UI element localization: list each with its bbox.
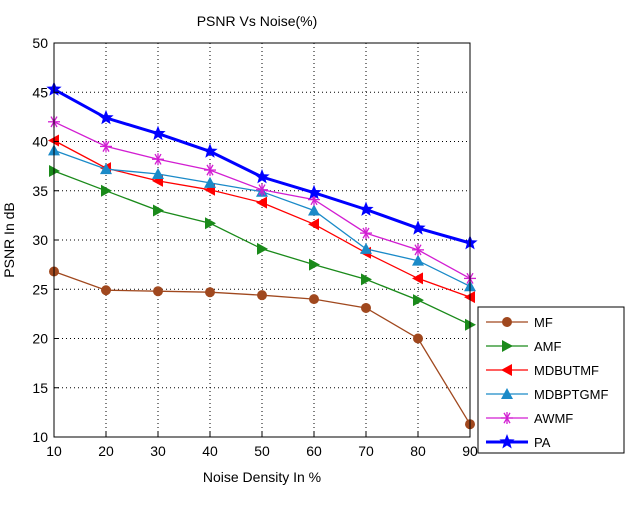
- data-point-mf: [309, 294, 319, 305]
- data-point-mdbptgmf: [204, 176, 216, 188]
- data-point-amf: [153, 204, 164, 217]
- data-point-pa: [410, 220, 426, 235]
- data-point-amf: [101, 184, 112, 197]
- data-point-awmf: [412, 243, 424, 256]
- data-point-mdbptgmf: [412, 254, 424, 266]
- y-tick-label: 45: [32, 84, 48, 100]
- y-tick-label: 35: [32, 183, 48, 199]
- data-point-mdbutmf: [412, 272, 423, 285]
- series-layer: [46, 81, 478, 430]
- legend-box: [477, 306, 625, 454]
- series-mf: [49, 266, 475, 430]
- x-tick-label: 40: [202, 443, 218, 459]
- data-point-amf: [257, 242, 268, 255]
- legend-label: MDBPTGMF: [534, 387, 608, 402]
- legend: MF AMF MDBUTMF MDBPTGMF AWMF PA: [477, 306, 625, 454]
- grid: [54, 43, 470, 437]
- data-point-pa: [150, 125, 166, 141]
- series-awmf: [48, 115, 476, 285]
- x-tick-label: 10: [46, 443, 62, 459]
- y-tick-label: 30: [32, 232, 48, 248]
- data-point-mdbptgmf: [360, 242, 372, 254]
- data-point-awmf: [204, 164, 216, 177]
- data-point-awmf: [152, 153, 164, 166]
- data-point-mf: [413, 333, 423, 344]
- legend-item-awmf: AWMF: [486, 411, 573, 426]
- data-point-mf: [101, 285, 111, 296]
- legend-label: AMF: [534, 339, 562, 354]
- data-point-mdbptgmf: [308, 204, 320, 216]
- legend-label: MDBUTMF: [534, 363, 599, 378]
- y-axis-ticks: 10 15 20 25 30 35 40 45 50: [32, 35, 59, 445]
- data-point-mf: [205, 287, 215, 298]
- y-tick-label: 40: [32, 134, 48, 150]
- data-point-pa: [358, 201, 374, 216]
- y-tick-label: 25: [32, 281, 48, 297]
- data-point-pa: [306, 184, 322, 200]
- legend-swatch-marker: [501, 388, 513, 399]
- data-point-mdbptgmf: [152, 168, 164, 180]
- chart-title: PSNR Vs Noise(%): [197, 13, 318, 29]
- data-point-pa: [202, 143, 218, 158]
- y-tick-label: 50: [32, 35, 48, 51]
- data-point-awmf: [360, 227, 372, 240]
- data-point-awmf: [256, 183, 268, 196]
- data-point-mf: [153, 286, 163, 297]
- x-tick-label: 60: [306, 443, 322, 459]
- x-tick-label: 50: [254, 443, 270, 459]
- legend-item-mdbptgmf: MDBPTGMF: [486, 387, 608, 402]
- series-pa: [46, 81, 478, 250]
- x-tick-label: 90: [462, 443, 478, 459]
- x-axis-ticks: 10 20 30 40 50 60 70 80 90: [46, 432, 478, 459]
- legend-item-amf: AMF: [486, 339, 562, 354]
- y-tick-label: 15: [32, 380, 48, 396]
- data-point-awmf: [100, 140, 112, 153]
- series-amf: [49, 165, 476, 331]
- data-point-amf: [413, 294, 424, 307]
- legend-item-mf: MF: [486, 315, 553, 330]
- legend-swatch-marker: [501, 412, 513, 424]
- y-axis-label: PSNR In dB: [1, 202, 17, 277]
- legend-swatch-marker: [502, 340, 513, 352]
- legend-label: PA: [534, 435, 551, 450]
- legend-item-pa: PA: [486, 434, 551, 450]
- data-point-mf: [257, 290, 267, 301]
- data-point-pa: [98, 109, 114, 125]
- x-tick-label: 30: [150, 443, 166, 459]
- data-point-mdbptgmf: [100, 163, 112, 175]
- y-tick-label: 10: [32, 429, 48, 445]
- legend-swatch-marker: [499, 434, 515, 449]
- x-tick-label: 80: [410, 443, 426, 459]
- data-point-amf: [205, 217, 216, 230]
- data-point-mdbutmf: [308, 218, 319, 231]
- legend-label: MF: [534, 315, 553, 330]
- data-point-pa: [254, 169, 270, 184]
- y-tick-label: 20: [32, 331, 48, 347]
- series-mdbptgmf: [48, 144, 476, 292]
- x-tick-label: 20: [98, 443, 114, 459]
- legend-swatch-marker: [501, 364, 512, 376]
- data-point-amf: [309, 258, 320, 271]
- legend-label: AWMF: [534, 411, 573, 426]
- data-point-amf: [361, 273, 372, 286]
- data-point-mf: [361, 302, 371, 313]
- data-point-mdbutmf: [256, 196, 267, 209]
- x-axis-label: Noise Density In %: [203, 469, 321, 485]
- x-tick-label: 70: [358, 443, 374, 459]
- legend-swatch-marker: [502, 317, 512, 327]
- legend-item-mdbutmf: MDBUTMF: [486, 363, 599, 378]
